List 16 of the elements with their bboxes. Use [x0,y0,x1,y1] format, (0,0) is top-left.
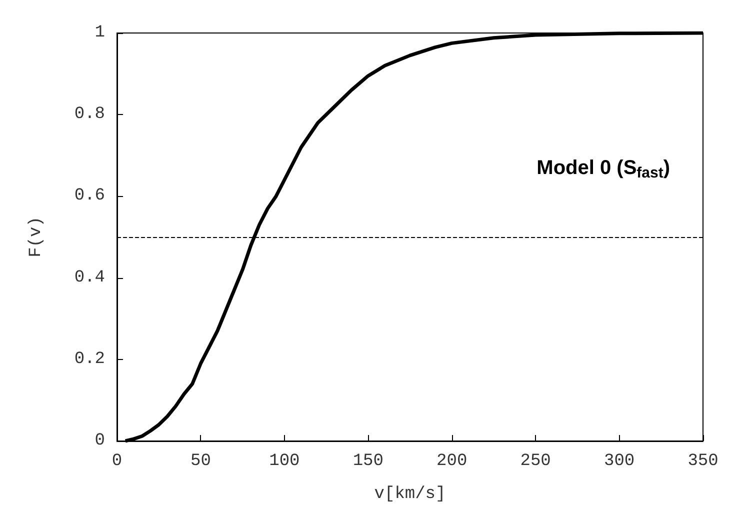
x-tick-label: 350 [688,452,718,471]
y-tick-label: 0.8 [74,105,105,124]
x-tick-label: 200 [436,452,468,471]
y-tick-label: 0 [94,432,105,450]
y-tick-label: 0.4 [74,268,105,288]
x-tick-label: 300 [604,452,635,471]
y-tick-label: 0.6 [74,186,105,206]
x-tick-label: 50 [190,452,211,471]
x-tick-label: 150 [352,452,384,471]
x-tick-label: 100 [269,452,300,471]
x-axis-title: v[km/s] [374,485,446,504]
y-axis-title: F(v) [27,216,46,258]
y-tick-label: 0.2 [74,350,105,369]
x-tick-label: 250 [520,452,551,471]
x-tick-label: 0 [112,452,122,471]
y-tick-label: 1 [94,24,105,42]
